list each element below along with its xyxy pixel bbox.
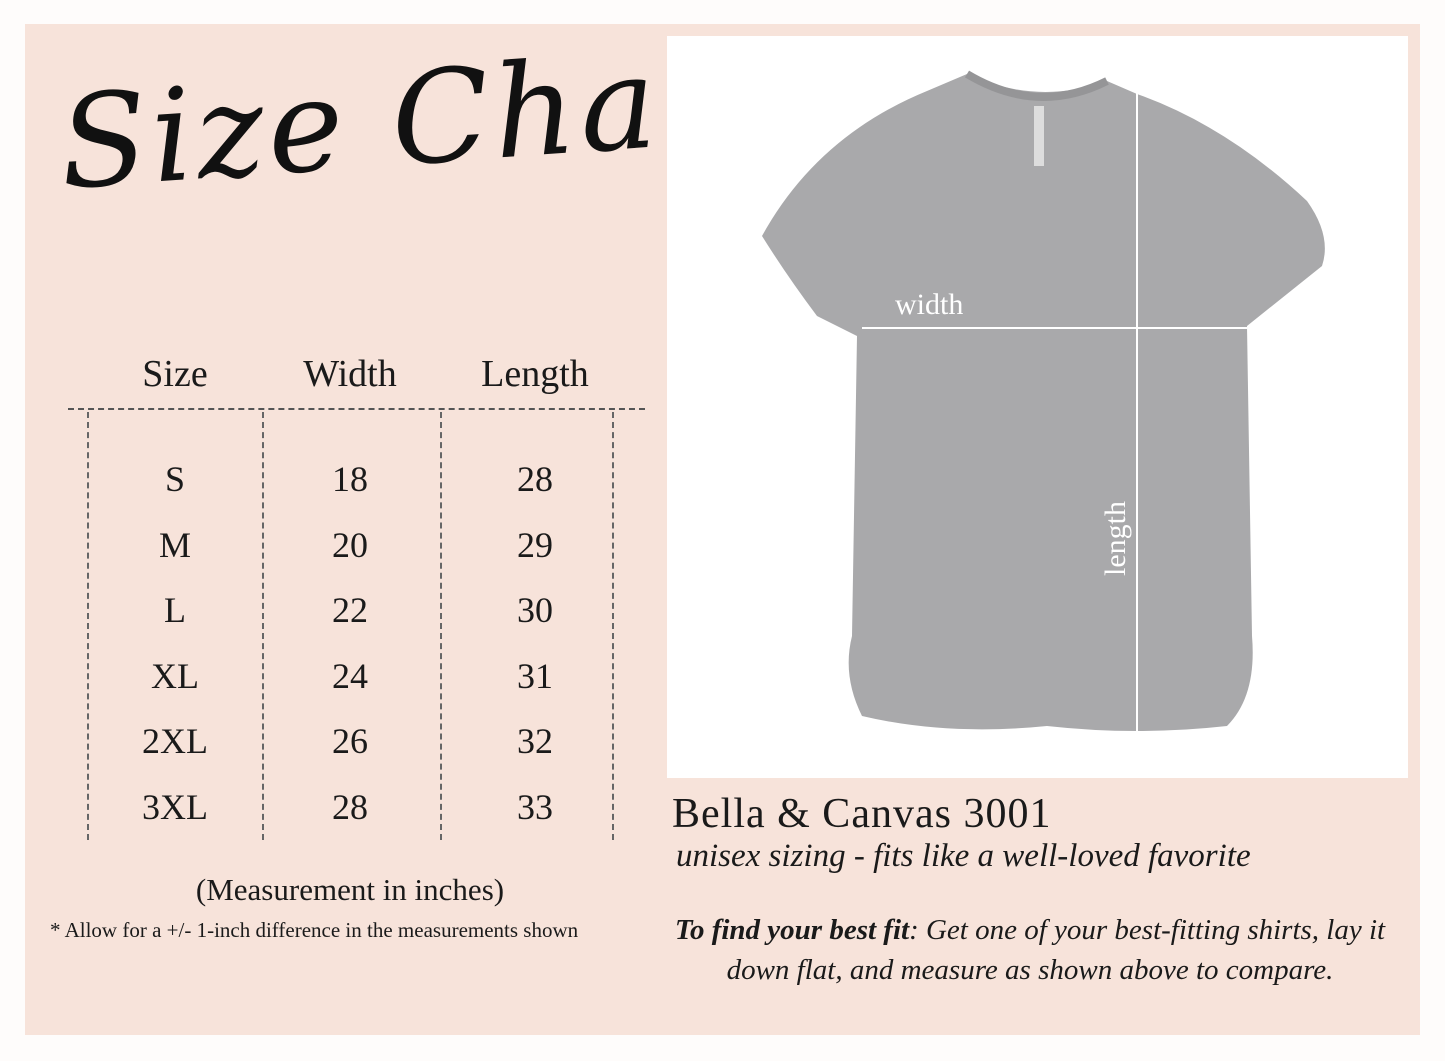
product-tagline: unisex sizing - fits like a well-loved f… bbox=[676, 838, 1251, 874]
width-cell: 18 bbox=[332, 459, 368, 499]
column-divider bbox=[87, 412, 89, 840]
size-cell: XL bbox=[151, 655, 199, 696]
fit-text: : Get one of your best-fitting shirts, l… bbox=[726, 914, 1386, 986]
width-cell: 26 bbox=[332, 721, 368, 761]
column-divider bbox=[440, 412, 442, 840]
size-cell: 3XL bbox=[142, 786, 208, 827]
size-cell: 2XL bbox=[142, 721, 208, 761]
width-cell: 24 bbox=[332, 655, 368, 696]
length-cell: 31 bbox=[517, 655, 553, 696]
measurement-note: (Measurement in inches) bbox=[195, 872, 505, 907]
header-size: Size bbox=[142, 353, 208, 395]
allowance-note: * Allow for a +/- 1-inch difference in t… bbox=[50, 918, 579, 942]
size-cell: L bbox=[164, 590, 186, 630]
header-width: Width bbox=[303, 353, 397, 395]
width-cell: 22 bbox=[332, 590, 368, 630]
column-divider bbox=[262, 412, 264, 840]
width-label: width bbox=[895, 288, 963, 321]
length-cell: 30 bbox=[517, 590, 553, 630]
size-cell: S bbox=[164, 459, 186, 499]
length-cell: 28 bbox=[517, 459, 553, 499]
product-name: Bella & Canvas 3001 bbox=[672, 791, 1052, 837]
shirt-photo: width length bbox=[667, 36, 1408, 778]
header-length: Length bbox=[481, 353, 589, 395]
width-cell: 20 bbox=[332, 524, 368, 565]
shirt-tag bbox=[1034, 106, 1044, 166]
header-divider bbox=[68, 408, 645, 410]
length-cell: 32 bbox=[517, 721, 553, 761]
width-cell: 28 bbox=[332, 786, 368, 827]
size-cell: M bbox=[158, 524, 191, 565]
length-label: length bbox=[1099, 501, 1132, 576]
length-cell: 29 bbox=[517, 524, 553, 565]
column-divider bbox=[612, 412, 614, 840]
tshirt-image: width length bbox=[762, 70, 1325, 731]
fit-bold: To find your best fit bbox=[674, 914, 910, 946]
fit-instructions: To find your best fit: Get one of your b… bbox=[650, 910, 1410, 990]
length-cell: 33 bbox=[517, 786, 553, 827]
